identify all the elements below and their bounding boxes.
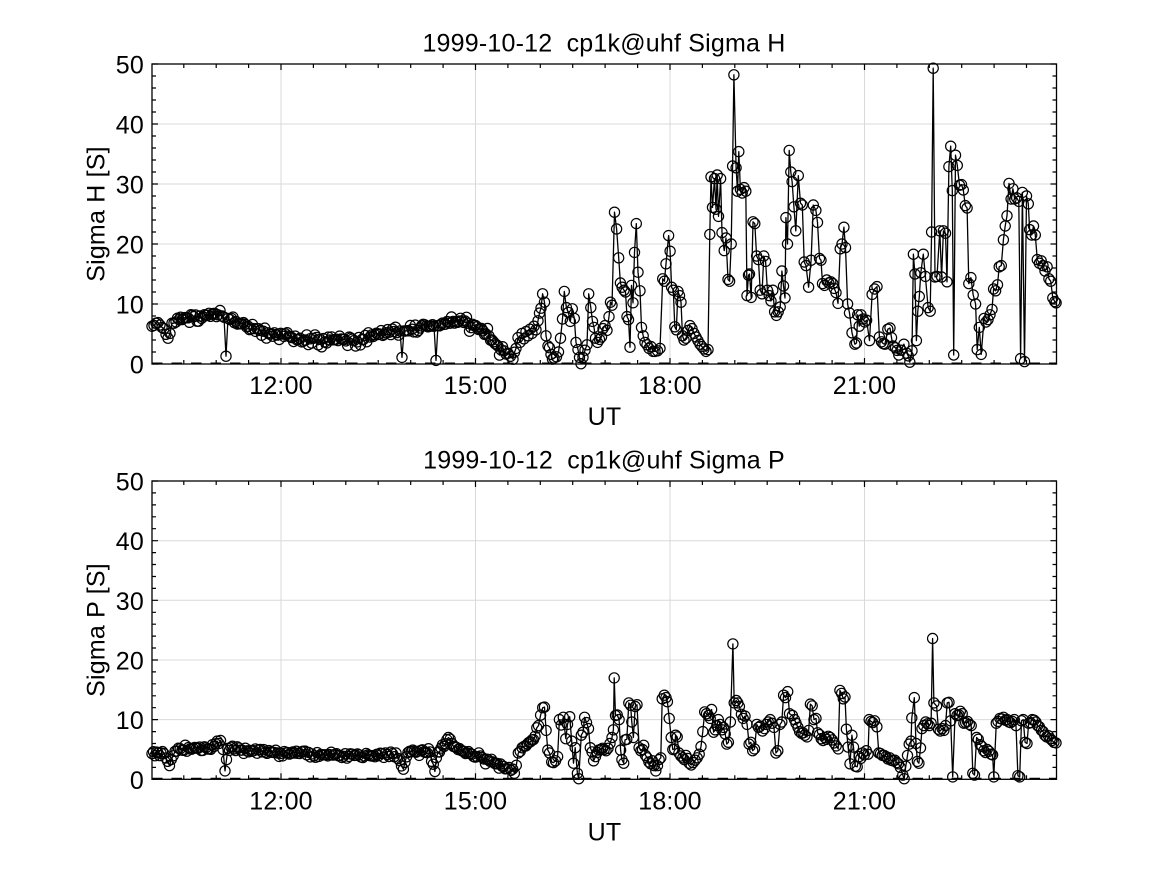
svg-text:20: 20 — [116, 648, 144, 676]
svg-text:0: 0 — [130, 352, 144, 380]
svg-text:40: 40 — [116, 528, 144, 556]
svg-text:30: 30 — [116, 172, 144, 200]
svg-text:1999-10-12 cp1k@uhf Sigma H: 1999-10-12 cp1k@uhf Sigma H — [422, 30, 785, 58]
svg-text:15:00: 15:00 — [444, 788, 508, 816]
svg-text:50: 50 — [116, 469, 144, 497]
svg-text:21:00: 21:00 — [833, 372, 897, 400]
svg-text:UT: UT — [588, 403, 622, 431]
svg-text:21:00: 21:00 — [833, 788, 897, 816]
svg-text:15:00: 15:00 — [444, 372, 508, 400]
svg-text:50: 50 — [116, 52, 144, 80]
svg-text:10: 10 — [116, 707, 144, 735]
svg-text:30: 30 — [116, 588, 144, 616]
svg-text:18:00: 18:00 — [638, 372, 702, 400]
svg-text:20: 20 — [116, 232, 144, 260]
svg-text:Sigma H [S]: Sigma H [S] — [83, 146, 111, 282]
svg-text:1999-10-12 cp1k@uhf Sigma P: 1999-10-12 cp1k@uhf Sigma P — [423, 447, 785, 475]
svg-text:10: 10 — [116, 292, 144, 320]
svg-text:12:00: 12:00 — [249, 372, 313, 400]
svg-text:0: 0 — [130, 767, 144, 795]
svg-text:12:00: 12:00 — [249, 788, 313, 816]
svg-text:40: 40 — [116, 112, 144, 140]
svg-text:UT: UT — [588, 819, 622, 847]
svg-text:18:00: 18:00 — [638, 788, 702, 816]
svg-text:Sigma P [S]: Sigma P [S] — [83, 563, 111, 697]
